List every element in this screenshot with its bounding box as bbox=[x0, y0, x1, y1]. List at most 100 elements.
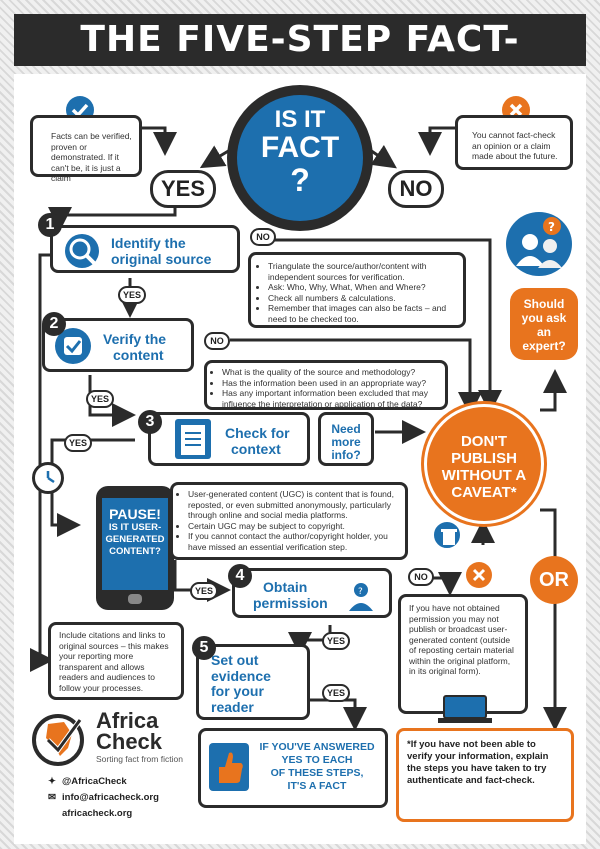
brand-name-line1: Africa bbox=[96, 708, 159, 733]
ugc-item-2: Certain UGC may be subject to copyright. bbox=[188, 521, 400, 532]
need-more-info-line3: info? bbox=[331, 448, 361, 462]
no-note: You cannot fact-check an opinion or a cl… bbox=[455, 115, 573, 170]
step4-title: Obtain permission bbox=[253, 579, 328, 611]
step5-title: Set out evidence for your reader bbox=[211, 652, 271, 715]
ask-expert-bubble: Should you ask an expert? bbox=[510, 288, 578, 360]
page-title: THE FIVE-STEP FACT-CHECK bbox=[14, 14, 586, 112]
step3-title-line1: Check for bbox=[225, 425, 290, 441]
step3-yes-label: YES bbox=[64, 434, 92, 452]
center-line2: FACT bbox=[260, 131, 340, 164]
need-more-info-line1: Need bbox=[331, 422, 361, 436]
email-row[interactable]: ✉ info@africacheck.org bbox=[48, 790, 159, 806]
step5-box: Set out evidence for your reader bbox=[196, 644, 310, 720]
expert-line3: an bbox=[536, 325, 551, 339]
ugc-item-3: If you cannot contact the author/copyrig… bbox=[188, 531, 400, 552]
clock-icon bbox=[32, 462, 64, 494]
step5-number: 5 bbox=[192, 636, 216, 660]
no-bubble: NO bbox=[388, 170, 444, 208]
dont-publish-line3: WITHOUT A bbox=[441, 467, 527, 484]
website: africacheck.org bbox=[62, 808, 133, 819]
web-row[interactable]: africacheck.org bbox=[48, 806, 159, 822]
step5-title-line1: Set out bbox=[211, 652, 259, 668]
final-line1: IF YOU'VE ANSWERED bbox=[259, 741, 375, 753]
yes-note: Facts can be verified, proven or demonst… bbox=[30, 115, 142, 183]
step4-title-line1: Obtain bbox=[263, 579, 308, 595]
triangulate-item-1: Triangulate the source/author/content wi… bbox=[268, 261, 457, 282]
pause-line1: PAUSE! bbox=[109, 506, 161, 522]
quality-item-2: Has the information been used in an appr… bbox=[222, 378, 440, 389]
step2-title: Verify the content bbox=[103, 331, 166, 363]
contact-block: ✦ @AfricaCheck ✉ info@africacheck.org afri… bbox=[48, 774, 159, 822]
step2-no-label: NO bbox=[204, 332, 230, 350]
step1-title-line2: original source bbox=[111, 251, 212, 267]
brand-name-line2: Check bbox=[96, 729, 163, 754]
step3-title-line2: context bbox=[231, 441, 281, 457]
quality-item-3: Has any important information been exclu… bbox=[222, 388, 440, 409]
expert-icon: ? bbox=[506, 212, 572, 276]
caveat-note: *If you have not been able to verify you… bbox=[396, 728, 574, 822]
ugc-note: User-generated content (UGC) is content … bbox=[170, 482, 408, 560]
triangulate-item-3: Check all numbers & calculations. bbox=[268, 293, 457, 304]
center-line1: IS IT bbox=[274, 106, 326, 133]
expert-line1: Should bbox=[523, 297, 565, 311]
step2-title-line2: content bbox=[113, 347, 164, 363]
step1-no-label: NO bbox=[250, 228, 276, 246]
step3-number: 3 bbox=[138, 410, 162, 434]
step2-yes-label: YES bbox=[86, 390, 114, 408]
step1-number: 1 bbox=[38, 213, 62, 237]
pause-screen: PAUSE! IS IT USER- GENERATED CONTENT? bbox=[102, 498, 168, 590]
thumbs-up-icon bbox=[209, 743, 249, 791]
triangulate-note: Triangulate the source/author/content wi… bbox=[248, 252, 466, 328]
need-more-info-line2: more bbox=[331, 435, 361, 449]
twitter-row[interactable]: ✦ @AfricaCheck bbox=[48, 774, 159, 790]
svg-text:?: ? bbox=[548, 220, 555, 234]
step1-yes-label: YES bbox=[118, 286, 146, 304]
email-address: info@africacheck.org bbox=[62, 792, 159, 803]
final-line3: OF THESE STEPS, bbox=[270, 767, 364, 779]
step5-title-line4: reader bbox=[211, 698, 254, 715]
is-it-fact-circle: IS IT FACT ? bbox=[237, 95, 363, 221]
final-line4: IT'S A FACT bbox=[287, 780, 347, 792]
pause-line4: CONTENT? bbox=[109, 546, 161, 557]
triangulate-item-4: Remember that images can also be facts –… bbox=[268, 303, 457, 324]
quality-item-1: What is the quality of the source and me… bbox=[222, 367, 440, 378]
yes-bubble: YES bbox=[150, 170, 216, 208]
brand-name: Africa Check bbox=[96, 708, 163, 754]
step3-box: Check for context bbox=[148, 412, 310, 466]
pause-line3: GENERATED bbox=[105, 534, 165, 545]
step2-box: Verify the content bbox=[42, 318, 194, 372]
laptop-icon bbox=[436, 694, 494, 724]
its-a-fact-text: IF YOU'VE ANSWERED YES TO EACH OF THESE … bbox=[255, 741, 379, 793]
step4-title-line2: permission bbox=[253, 595, 328, 611]
person-icon: ? bbox=[347, 581, 375, 611]
its-a-fact-box: IF YOU'VE ANSWERED YES TO EACH OF THESE … bbox=[198, 728, 388, 808]
trash-icon bbox=[432, 520, 462, 550]
step2-number: 2 bbox=[42, 312, 66, 336]
pause-line2: IS IT USER- bbox=[108, 522, 162, 533]
step1-title-line1: Identify the bbox=[111, 235, 186, 251]
africa-check-logo-icon bbox=[30, 712, 92, 766]
step1-title: Identify the original source bbox=[111, 235, 211, 267]
email-icon: ✉ bbox=[48, 792, 56, 803]
need-more-info-box: Need more info? bbox=[318, 412, 374, 466]
phone-home-button bbox=[128, 594, 142, 604]
dont-publish-line4: CAVEAT* bbox=[451, 484, 517, 501]
expert-line4: expert? bbox=[522, 339, 566, 353]
or-circle: OR bbox=[530, 556, 578, 604]
step5-top-yes-label: YES bbox=[322, 632, 350, 650]
verify-check-icon bbox=[55, 328, 91, 364]
expert-line2: you ask bbox=[521, 311, 567, 325]
step5-title-line3: for your bbox=[211, 683, 264, 699]
step4-no-label: NO bbox=[408, 568, 434, 586]
step1-box: Identify the original source bbox=[50, 225, 240, 273]
step2-title-line1: Verify the bbox=[103, 331, 167, 347]
magnifier-africa-icon bbox=[65, 234, 99, 268]
clipboard-icon bbox=[175, 419, 211, 459]
step5-title-line2: evidence bbox=[211, 667, 271, 684]
step5-yes-label: YES bbox=[322, 684, 350, 702]
citations-note: Include citations and links to original … bbox=[48, 622, 184, 700]
brand-tagline: Sorting fact from fiction bbox=[96, 754, 183, 764]
step4-yes-label: YES bbox=[190, 582, 218, 600]
twitter-icon: ✦ bbox=[48, 776, 56, 787]
